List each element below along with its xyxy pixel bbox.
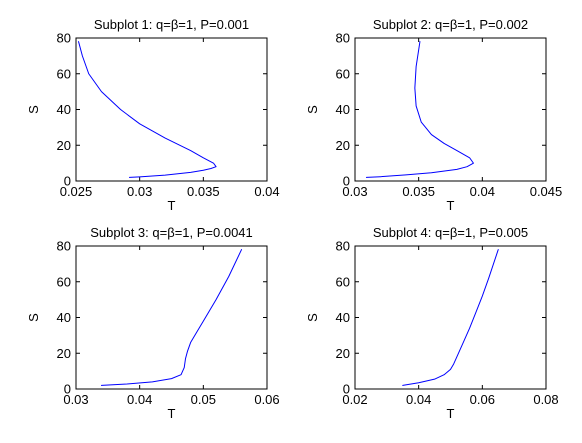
subplot-4: 0.02 0.04 0.06 0.08 0 20 40 60 80 Subplot 4: q=β=… [305,225,559,421]
y-tick-label: 60 [57,274,71,289]
y-tick-label: 40 [57,102,71,117]
x-axis-label: T [447,198,455,213]
x-tick-label: 0.04 [470,184,495,199]
x-tick-label: 0.025 [60,184,93,199]
y-tick-label: 80 [57,239,71,254]
y-tick-label: 20 [57,346,71,361]
y-tick-label: 80 [336,239,350,254]
series-line [100,249,243,386]
y-tick-label: 80 [336,31,350,46]
y-tick-label: 40 [336,102,350,117]
y-axis-label: S [26,313,41,322]
x-tick-label: 0.06 [254,392,279,407]
x-tick-label: 0.06 [470,392,495,407]
x-axis-label: T [168,406,176,421]
x-tick-label: 0.035 [187,184,220,199]
y-tick-label: 0 [343,174,350,189]
y-tick-label: 40 [336,310,350,325]
y-tick-label: 20 [336,138,350,153]
y-axis-label: S [305,313,320,322]
subplot-2: 0.03 0.035 0.04 0.045 0 20 40 60 80 Subplot 2: q=… [305,17,562,213]
x-axis-label: T [168,198,176,213]
x-tick-label: 0.035 [402,184,435,199]
y-tick-label: 20 [336,346,350,361]
y-axis-label: S [305,105,320,114]
x-tick-label: 0.03 [63,392,88,407]
y-tick-label: 0 [64,382,71,397]
y-tick-label: 60 [336,66,350,81]
x-tick-label: 0.04 [254,184,279,199]
y-tick-label: 20 [57,138,71,153]
plot-area [75,245,268,390]
y-tick-label: 0 [64,174,71,189]
subplot-title: Subplot 2: q=β=1, P=0.002 [373,17,528,32]
y-tick-label: 0 [343,382,350,397]
series-line [365,41,474,178]
x-tick-label: 0.03 [342,184,367,199]
x-tick-label: 0.045 [530,184,563,199]
y-tick-label: 80 [57,31,71,46]
y-axis-label: S [26,105,41,114]
x-tick-label: 0.02 [342,392,367,407]
y-tick-label: 60 [57,66,71,81]
plot-area [354,245,547,390]
x-tick-label: 0.04 [127,392,152,407]
series-line [78,41,217,178]
y-tick-label: 60 [336,274,350,289]
subplot-title: Subplot 3: q=β=1, P=0.0041 [90,225,253,240]
x-tick-label: 0.03 [127,184,152,199]
subplot-title: Subplot 4: q=β=1, P=0.005 [373,225,528,240]
y-tick-label: 40 [57,310,71,325]
subplot-3: 0.03 0.04 0.05 0.06 0 20 40 60 80 Subplot 3: q=β=… [26,225,280,421]
x-axis-label: T [447,406,455,421]
plot-area [354,37,547,182]
x-tick-label: 0.04 [406,392,431,407]
series-line [402,249,499,386]
x-tick-label: 0.05 [191,392,216,407]
x-tick-label: 0.08 [533,392,558,407]
subplot-title: Subplot 1: q=β=1, P=0.001 [94,17,249,32]
subplot-1: 0.025 0.03 0.035 0.04 0 20 40 60 80 Subplot 1: q=… [26,17,280,213]
plot-area [75,37,268,182]
